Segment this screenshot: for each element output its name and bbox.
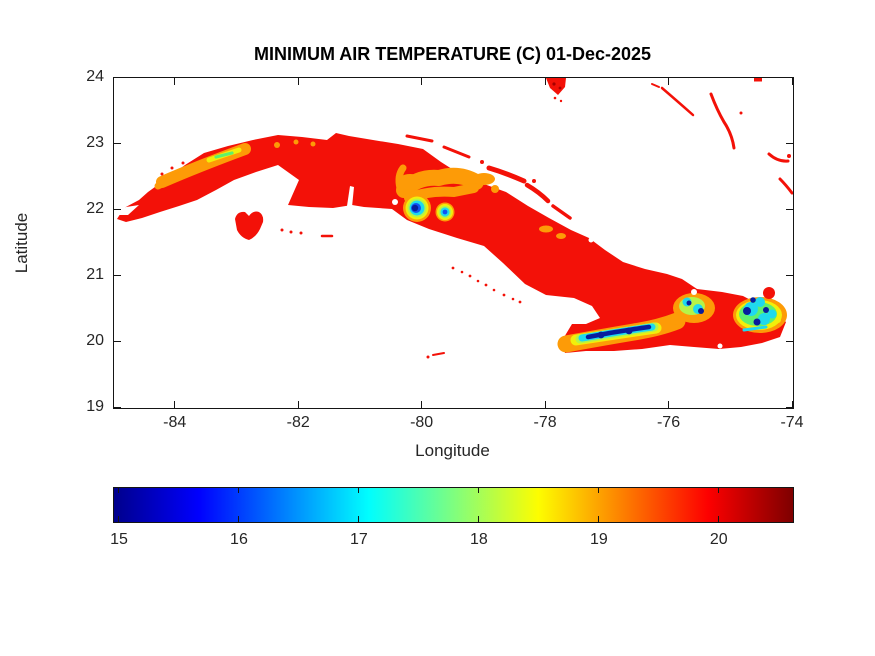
y-tick-mark xyxy=(114,76,121,78)
colorbar-tick-mark xyxy=(718,516,720,522)
x-tick-label: -78 xyxy=(533,414,557,431)
colorbar-tick-mark-top xyxy=(478,488,480,493)
colorbar-tick-mark-top xyxy=(238,488,240,493)
east-mountains-sierra-maestra xyxy=(557,312,686,353)
exuma-chain xyxy=(660,86,695,117)
y-tick-mark-right xyxy=(786,76,793,78)
x-tick-mark xyxy=(791,401,793,408)
colorbar-tick-mark xyxy=(238,516,240,522)
west-mountains-guaniguanico xyxy=(154,139,316,190)
y-tick-mark-right xyxy=(786,340,793,342)
y-tick-mark xyxy=(114,274,121,276)
colorbar-tick-mark xyxy=(598,516,600,522)
cayman-islands xyxy=(426,352,445,359)
colorbar-tick-label: 19 xyxy=(589,531,608,548)
colorbar-tick-label: 15 xyxy=(110,531,128,548)
east-mountains-cristal-nipe xyxy=(670,293,715,325)
y-tick-label: 21 xyxy=(86,266,104,283)
isla-de-la-juventud xyxy=(235,211,264,240)
central-mountains-escambray xyxy=(395,164,566,239)
colorbar-tick-label: 17 xyxy=(350,531,368,548)
x-tick-label: -82 xyxy=(286,414,310,431)
x-tick-mark-top xyxy=(174,78,176,85)
y-tick-mark-right xyxy=(786,142,793,144)
x-tick-mark-top xyxy=(544,78,546,85)
map-plot-area xyxy=(113,77,794,409)
y-tick-label: 20 xyxy=(86,332,104,349)
x-tick-mark xyxy=(174,401,176,408)
colorbar-tick-label: 18 xyxy=(469,531,488,548)
cienfuegos-bay xyxy=(392,199,398,205)
colorbar-tick-label: 16 xyxy=(230,531,248,548)
x-tick-mark xyxy=(421,401,423,408)
y-tick-label: 24 xyxy=(86,68,104,85)
x-tick-mark xyxy=(668,401,670,408)
x-tick-mark-top xyxy=(668,78,670,85)
x-axis-label: Longitude xyxy=(415,441,490,460)
colorbar-tick-label: 20 xyxy=(709,531,728,548)
offshore-cays xyxy=(160,134,572,304)
nuevitas-bay xyxy=(588,237,594,243)
y-tick-mark-right xyxy=(786,274,793,276)
y-tick-label: 22 xyxy=(86,200,104,217)
x-tick-mark xyxy=(297,401,299,408)
x-tick-mark-top xyxy=(297,78,299,85)
y-tick-label: 23 xyxy=(86,134,104,151)
colorbar-tick-mark-top xyxy=(718,488,720,493)
y-tick-mark xyxy=(114,340,121,342)
acklins-island xyxy=(778,177,793,195)
y-tick-mark xyxy=(114,406,121,408)
y-axis-label: Latitude xyxy=(12,212,31,274)
y-tick-mark xyxy=(114,142,121,144)
colorbar-gradient xyxy=(114,488,793,522)
colorbar-tick-mark xyxy=(478,516,480,522)
colorbar-tick-mark-top xyxy=(358,488,360,493)
y-tick-mark-right xyxy=(786,406,793,408)
cold-spot-escambray-east xyxy=(435,202,455,222)
colorbar-tick-mark-top xyxy=(598,488,600,493)
long-island xyxy=(709,92,736,150)
colorbar xyxy=(113,487,794,523)
y-tick-mark-right xyxy=(786,208,793,210)
x-tick-label: -84 xyxy=(163,414,187,431)
colorbar-tick-mark xyxy=(118,516,120,522)
bahamas-islands xyxy=(546,78,793,195)
x-tick-mark-top xyxy=(791,78,793,85)
nipe-bay xyxy=(691,289,697,295)
cuba-mainland xyxy=(117,133,786,353)
plot-title: MINIMUM AIR TEMPERATURE (C) 01-Dec-2025 xyxy=(253,44,652,64)
crooked-island xyxy=(767,152,790,163)
cuba-temperature-map xyxy=(114,78,793,359)
x-tick-mark xyxy=(544,401,546,408)
x-tick-label: -76 xyxy=(656,414,681,431)
colorbar-tick-mark xyxy=(358,516,360,522)
andros-island xyxy=(546,78,566,103)
cold-spot-topes-de-collantes xyxy=(403,194,431,222)
bay-of-pigs xyxy=(347,186,354,207)
colorbar-tick-mark-top xyxy=(118,488,120,493)
x-tick-label: -74 xyxy=(780,414,804,431)
y-tick-mark xyxy=(114,208,121,210)
bay-cutouts xyxy=(114,186,723,349)
x-tick-label: -80 xyxy=(410,414,434,431)
bahia-de-guadiana xyxy=(114,205,139,215)
east-mountains-sagua-baracoa xyxy=(733,287,787,333)
y-tick-label: 19 xyxy=(86,398,104,415)
x-tick-mark-top xyxy=(421,78,423,85)
guantanamo-bay xyxy=(717,343,723,349)
